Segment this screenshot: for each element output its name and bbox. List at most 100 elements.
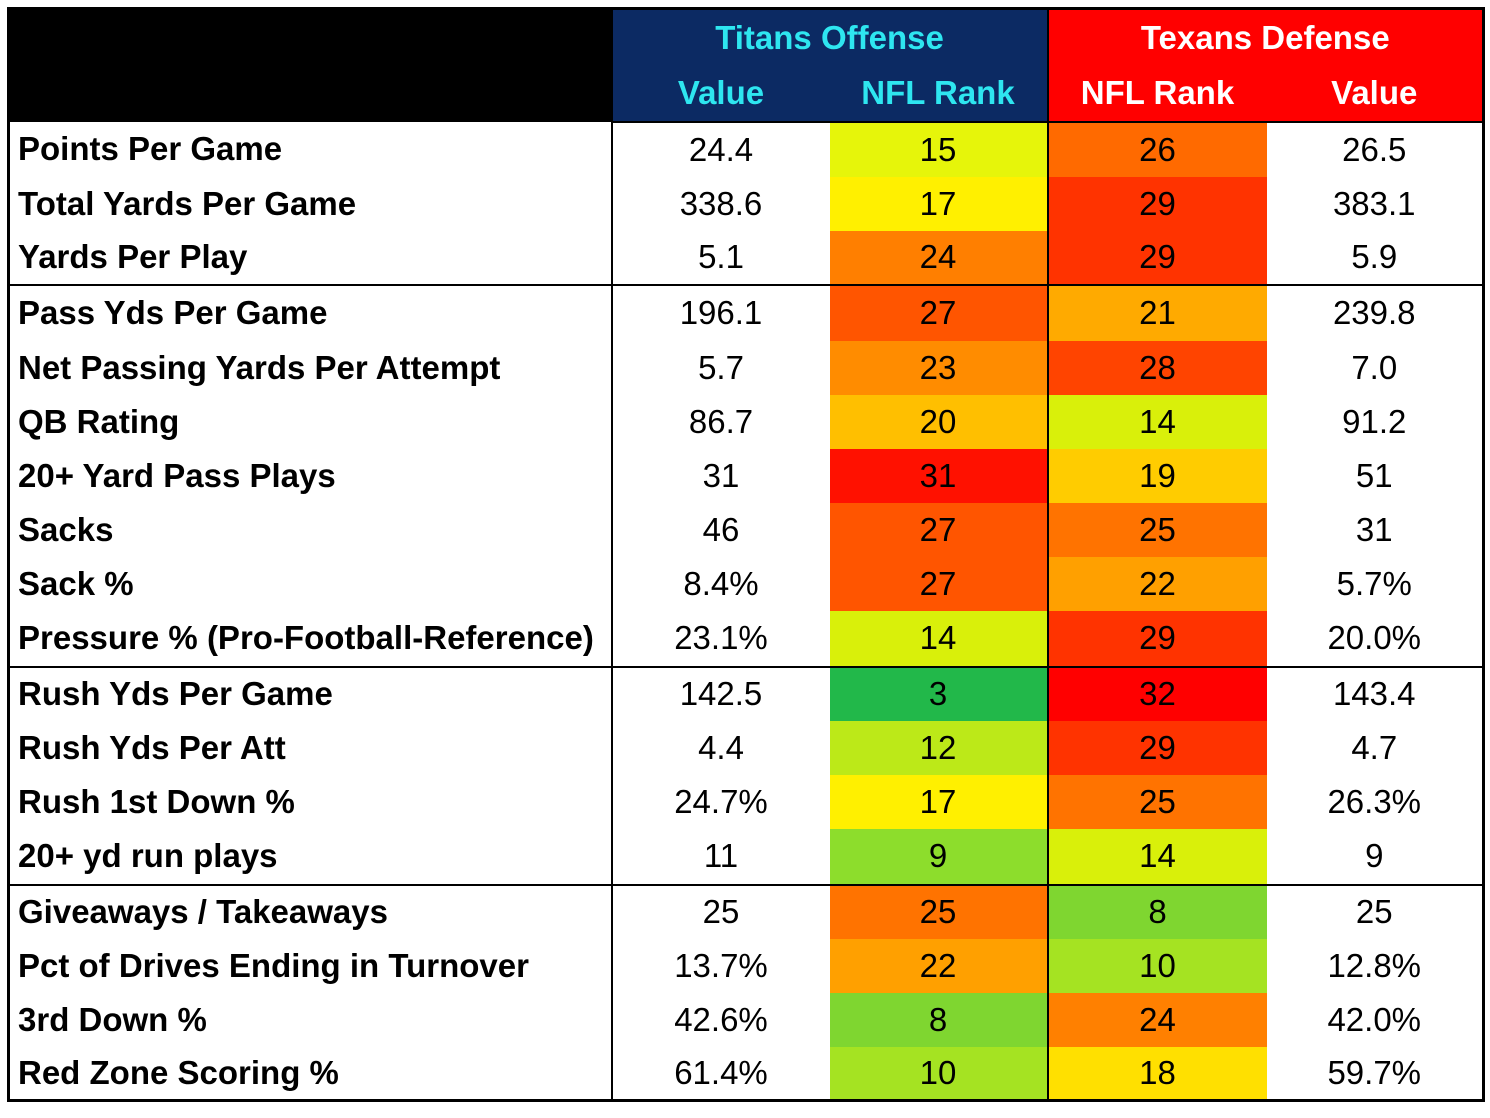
defense-rank-header: NFL Rank	[1046, 65, 1267, 123]
defense-rank: 21	[1046, 283, 1267, 341]
defense-value: 20.0%	[1266, 610, 1484, 667]
offense-value: 196.1	[611, 283, 830, 341]
offense-value: 142.5	[611, 665, 830, 721]
table-row: Rush Yds Per Game 142.5 3 32 143.4	[8, 665, 1484, 721]
offense-value: 31	[611, 448, 830, 503]
metric-label: Net Passing Yards Per Attempt	[8, 340, 613, 395]
table-row: Pct of Drives Ending in Turnover 13.7% 22 1…	[8, 938, 1484, 993]
header-corner	[8, 8, 613, 122]
defense-rank: 24	[1046, 992, 1267, 1047]
offense-team-header: Titans Offense	[611, 8, 1048, 66]
metric-label: Pct of Drives Ending in Turnover	[8, 938, 613, 993]
table-row: Sacks 46 27 25 31	[8, 502, 1484, 557]
offense-rank: 23	[829, 340, 1048, 395]
offense-value: 42.6%	[611, 992, 830, 1047]
defense-rank: 25	[1046, 774, 1267, 829]
metric-label: Rush 1st Down %	[8, 774, 613, 829]
offense-rank: 3	[829, 665, 1048, 721]
offense-rank: 27	[829, 556, 1048, 611]
metric-label: Yards Per Play	[8, 230, 613, 285]
metric-label: 3rd Down %	[8, 992, 613, 1047]
table-row: Points Per Game 24.4 15 26 26.5	[8, 121, 1484, 177]
offense-rank: 27	[829, 502, 1048, 557]
offense-rank: 8	[829, 992, 1048, 1047]
offense-rank: 31	[829, 448, 1048, 503]
offense-value: 25	[611, 883, 830, 939]
offense-value: 5.7	[611, 340, 830, 395]
defense-rank: 22	[1046, 556, 1267, 611]
offense-rank: 27	[829, 283, 1048, 341]
offense-rank: 22	[829, 938, 1048, 993]
offense-rank: 9	[829, 828, 1048, 885]
defense-rank: 29	[1046, 610, 1267, 667]
metric-label: Sack %	[8, 556, 613, 611]
defense-value: 51	[1266, 448, 1484, 503]
metric-label: Giveaways / Takeaways	[8, 883, 613, 939]
defense-rank: 29	[1046, 176, 1267, 231]
table-body: Points Per Game 24.4 15 26 26.5 Total Yards P…	[8, 121, 1484, 1101]
header-row-columns: Value NFL Rank NFL Rank Value	[9, 65, 1484, 123]
defense-value: 91.2	[1266, 394, 1484, 449]
defense-value: 26.3%	[1266, 774, 1484, 829]
metric-label: Pressure % (Pro-Football-Reference)	[8, 610, 613, 667]
table-row: 3rd Down % 42.6% 8 24 42.0%	[8, 992, 1484, 1047]
defense-value: 143.4	[1266, 665, 1484, 721]
defense-rank: 10	[1046, 938, 1267, 993]
defense-rank: 26	[1046, 121, 1267, 177]
table-row: Rush 1st Down % 24.7% 17 25 26.3%	[8, 774, 1484, 829]
matchup-stats-table: Titans Offense Texans Defense Value NFL …	[7, 7, 1485, 1102]
defense-value: 239.8	[1266, 283, 1484, 341]
offense-rank: 20	[829, 394, 1048, 449]
table-row: 20+ Yard Pass Plays 31 31 19 51	[8, 448, 1484, 503]
defense-rank: 14	[1046, 394, 1267, 449]
table-row: Pressure % (Pro-Football-Reference) 23.1%…	[8, 610, 1484, 667]
table-row: QB Rating 86.7 20 14 91.2	[8, 394, 1484, 449]
metric-label: QB Rating	[8, 394, 613, 449]
defense-rank: 32	[1046, 665, 1267, 721]
offense-value-header: Value	[611, 65, 830, 123]
defense-value-header: Value	[1266, 65, 1484, 123]
defense-value: 9	[1266, 828, 1484, 885]
offense-value: 24.4	[611, 121, 830, 177]
offense-rank: 17	[829, 774, 1048, 829]
offense-rank: 24	[829, 230, 1048, 285]
offense-rank: 14	[829, 610, 1048, 667]
defense-value: 5.7%	[1266, 556, 1484, 611]
offense-value: 86.7	[611, 394, 830, 449]
defense-value: 25	[1266, 883, 1484, 939]
table-row: Red Zone Scoring % 61.4% 10 18 59.7%	[8, 1046, 1484, 1101]
offense-value: 46	[611, 502, 830, 557]
offense-value: 4.4	[611, 720, 830, 775]
defense-value: 7.0	[1266, 340, 1484, 395]
metric-label: 20+ yd run plays	[8, 828, 613, 885]
defense-value: 12.8%	[1266, 938, 1484, 993]
header-row-teams: Titans Offense Texans Defense	[8, 8, 1484, 122]
defense-rank: 25	[1046, 502, 1267, 557]
metric-label: Points Per Game	[8, 121, 613, 177]
offense-rank: 15	[829, 121, 1048, 177]
table-row: Net Passing Yards Per Attempt 5.7 23 28 7.0	[8, 340, 1484, 395]
offense-rank: 25	[829, 883, 1048, 939]
defense-rank: 18	[1046, 1046, 1267, 1101]
table-row: Yards Per Play 5.1 24 29 5.9	[8, 230, 1484, 285]
table-row: Sack % 8.4% 27 22 5.7%	[8, 556, 1484, 611]
offense-value: 61.4%	[611, 1046, 830, 1101]
table-row: 20+ yd run plays 11 9 14 9	[8, 828, 1484, 885]
table-row: Total Yards Per Game 338.6 17 29 383.1	[8, 176, 1484, 231]
offense-value: 11	[611, 828, 830, 885]
defense-rank: 29	[1046, 230, 1267, 285]
table-row: Rush Yds Per Att 4.4 12 29 4.7	[8, 720, 1484, 775]
offense-value: 13.7%	[611, 938, 830, 993]
metric-label: Sacks	[8, 502, 613, 557]
stats-table-container: Titans Offense Texans Defense Value NFL …	[7, 7, 1485, 1102]
defense-rank: 28	[1046, 340, 1267, 395]
metric-label: Rush Yds Per Game	[8, 665, 613, 721]
offense-value: 8.4%	[611, 556, 830, 611]
defense-value: 42.0%	[1266, 992, 1484, 1047]
offense-rank-header: NFL Rank	[829, 65, 1048, 123]
defense-team-header: Texans Defense	[1046, 8, 1484, 66]
offense-rank: 12	[829, 720, 1048, 775]
defense-rank: 29	[1046, 720, 1267, 775]
offense-value: 338.6	[611, 176, 830, 231]
defense-value: 383.1	[1266, 176, 1484, 231]
